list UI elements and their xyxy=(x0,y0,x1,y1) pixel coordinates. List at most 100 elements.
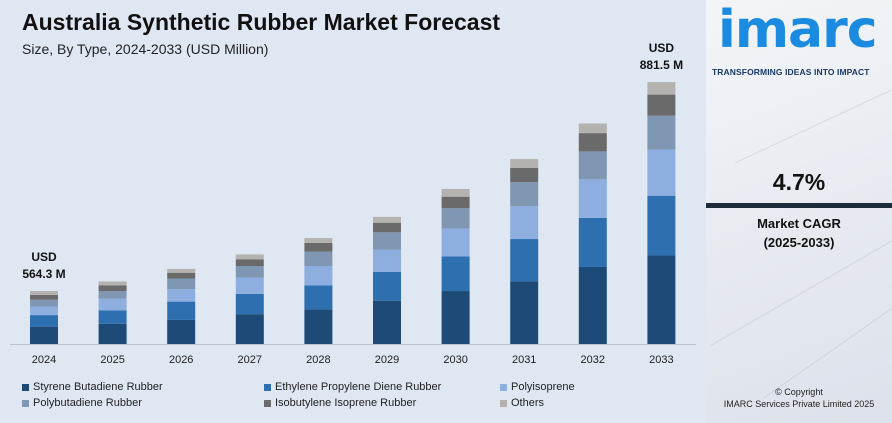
legend-swatch xyxy=(22,399,29,407)
x-tick-label: 2027 xyxy=(238,354,262,366)
legend-item: Styrene Butadiene Rubber xyxy=(22,381,163,393)
cagr-divider xyxy=(706,203,892,208)
bar-segment xyxy=(304,242,333,252)
legend-label: Ethylene Propylene Diene Rubber xyxy=(275,381,442,393)
x-tick-label: 2025 xyxy=(100,354,124,366)
legend-label: Polyisoprene xyxy=(511,381,575,393)
bar-segment xyxy=(373,222,401,233)
bar-segment xyxy=(98,323,127,344)
bar-segment xyxy=(441,188,470,197)
legend-item: Others xyxy=(500,397,544,409)
imarc-logo: imarc xyxy=(716,0,886,68)
end-data-label-currency: USD xyxy=(649,41,675,55)
start-data-label-value: 564.3 M xyxy=(22,267,65,281)
copyright: © Copyright IMARC Services Private Limit… xyxy=(706,386,892,410)
cagr-label: Market CAGR (2025-2033) xyxy=(706,214,892,252)
bar-segment xyxy=(304,309,333,344)
bar-segment xyxy=(647,149,676,196)
bar-segment xyxy=(304,285,333,310)
logo-wordmark: imarc xyxy=(718,0,878,60)
chart-plot: 2024 2025 2026 2027 2028 2029 2030 2031 2032 2033… xyxy=(10,41,696,366)
legend-swatch xyxy=(264,399,271,407)
bar-segment xyxy=(167,268,196,273)
copyright-line-2: IMARC Services Private Limited 2025 xyxy=(723,399,875,409)
bar-segment xyxy=(510,239,539,282)
chart-subtitle: Size, By Type, 2024-2033 (USD Million) xyxy=(22,41,269,57)
bar-segment xyxy=(167,301,196,320)
x-tick-label: 2028 xyxy=(306,354,330,366)
cagr-value: 4.7% xyxy=(772,169,826,195)
bar-segment xyxy=(647,94,676,116)
bar-segment xyxy=(578,217,607,267)
bar-segment xyxy=(167,319,196,344)
legend-swatch xyxy=(22,383,29,391)
x-tick-label: 2026 xyxy=(169,354,193,366)
bar-segment xyxy=(167,278,196,290)
bar-segment xyxy=(30,306,58,316)
bar-segment xyxy=(578,266,607,344)
x-tick-label: 2024 xyxy=(32,354,56,366)
legend-label: Polybutadiene Rubber xyxy=(33,397,142,409)
bar-segment xyxy=(441,256,470,292)
decorative-line xyxy=(735,77,892,164)
legend-label: Isobutylene Isoprene Rubber xyxy=(275,397,417,409)
bar-segment xyxy=(510,281,539,344)
bar-segment xyxy=(441,208,470,229)
bar-segment xyxy=(647,115,676,150)
bar-segment xyxy=(441,196,470,209)
x-tick-label: 2032 xyxy=(581,354,605,366)
chart-title: Australia Synthetic Rubber Market Foreca… xyxy=(22,9,501,35)
bar-segment xyxy=(510,206,539,240)
bar-segment xyxy=(647,195,676,256)
chart-panel: 2024 2025 2026 2027 2028 2029 2030 2031 2032 2033… xyxy=(10,9,696,409)
bar-segment xyxy=(235,254,264,260)
bar-segment xyxy=(441,291,470,344)
bar-segment xyxy=(510,159,539,168)
bar-segment xyxy=(98,298,127,311)
bar-segment xyxy=(98,285,127,292)
start-data-label-currency: USD xyxy=(31,250,57,264)
bar-segment xyxy=(98,291,127,299)
side-panel: imarc TRANSFORMING IDEAS INTO IMPACT 4.7… xyxy=(706,0,892,423)
bar-segment xyxy=(647,82,676,95)
logo-tagline: TRANSFORMING IDEAS INTO IMPACT xyxy=(712,67,870,77)
legend-item: Polybutadiene Rubber xyxy=(22,397,142,409)
bar-segment xyxy=(304,251,333,266)
bar-segment xyxy=(167,272,196,279)
legend-swatch xyxy=(500,399,507,407)
legend-label: Others xyxy=(511,397,545,409)
bar-segment xyxy=(304,266,333,286)
cagr-label-line-1: Market CAGR xyxy=(757,216,841,231)
bar-segment xyxy=(30,291,58,295)
copyright-line-1: © Copyright xyxy=(775,387,823,397)
bar-segment xyxy=(235,293,264,315)
bar-segment xyxy=(373,232,401,250)
bar-segment xyxy=(373,216,401,223)
bar-segment xyxy=(235,259,264,266)
cagr-label-line-2: (2025-2033) xyxy=(763,235,835,250)
x-tick-label: 2030 xyxy=(443,354,467,366)
end-data-label-value: 881.5 M xyxy=(640,58,683,72)
bar-segment xyxy=(578,123,607,134)
legend-swatch xyxy=(500,383,507,391)
decorative-line xyxy=(763,282,892,399)
x-tick-label: 2033 xyxy=(649,354,673,366)
bar-segment xyxy=(30,299,58,307)
legend-label: Styrene Butadiene Rubber xyxy=(33,381,163,393)
bar-segment xyxy=(373,249,401,272)
bar-segment xyxy=(304,238,333,243)
bar-segment xyxy=(235,277,264,294)
bar-segment xyxy=(167,289,196,302)
legend-item: Isobutylene Isoprene Rubber xyxy=(264,397,416,409)
bar-segment xyxy=(510,167,539,183)
legend-item: Polyisoprene xyxy=(500,381,575,393)
x-tick-label: 2029 xyxy=(375,354,399,366)
bar-segment xyxy=(578,151,607,180)
bar-segment xyxy=(98,281,127,286)
bar-segment xyxy=(647,255,676,344)
bar-segment xyxy=(30,315,58,327)
bar-segment xyxy=(373,300,401,344)
bar-segment xyxy=(98,310,127,324)
legend-item: Ethylene Propylene Diene Rubber xyxy=(264,381,441,393)
bar-segment xyxy=(235,314,264,344)
